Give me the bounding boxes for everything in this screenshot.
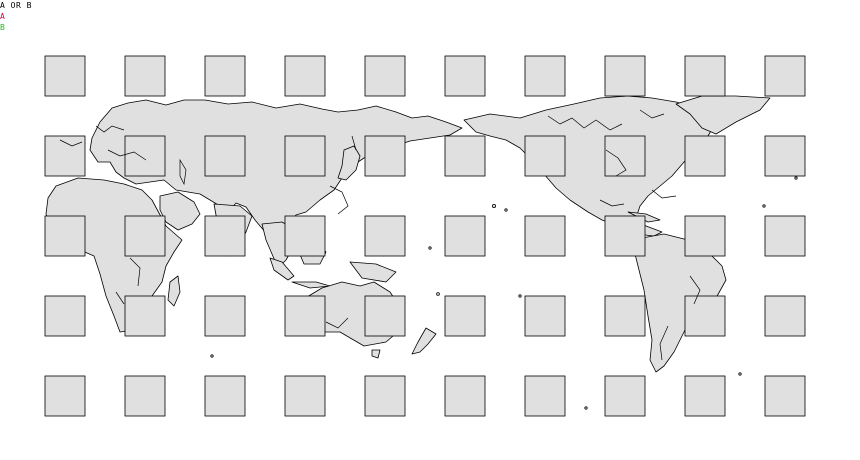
grid-square — [204, 135, 246, 177]
grid-square — [524, 55, 566, 97]
land-island — [436, 292, 440, 296]
grid-square — [284, 135, 326, 177]
grid-square — [284, 215, 326, 257]
legend-a-label: A — [0, 12, 6, 21]
grid-square — [364, 295, 406, 337]
grid-square — [764, 215, 806, 257]
land-tasmania — [371, 349, 381, 359]
coastline-china — [329, 135, 357, 215]
grid-square — [444, 55, 486, 97]
grid-square — [124, 215, 166, 257]
grid-square — [524, 295, 566, 337]
land-madagascar — [167, 275, 181, 307]
grid-square — [684, 375, 726, 417]
coastline-australia — [325, 317, 349, 329]
grid-square — [604, 295, 646, 337]
land-island — [518, 294, 522, 298]
grid-square — [764, 375, 806, 417]
grid-square — [44, 55, 86, 97]
grid-square — [44, 295, 86, 337]
legend-union-label: A OR B — [0, 1, 32, 10]
legend-b-label: B — [0, 23, 6, 32]
coastline-detail — [59, 109, 701, 361]
land-hawaii — [491, 203, 496, 208]
grid-square — [124, 135, 166, 177]
grid-square — [204, 375, 246, 417]
grid-square — [204, 215, 246, 257]
coastline-caspian — [179, 158, 187, 186]
grid-square — [604, 135, 646, 177]
land-island — [738, 372, 742, 376]
grid-square — [524, 135, 566, 177]
land-island — [504, 208, 508, 212]
grid-square — [684, 135, 726, 177]
land-island — [794, 176, 798, 180]
grid-square — [364, 375, 406, 417]
grid-square — [44, 375, 86, 417]
grid-square — [124, 295, 166, 337]
grid-square — [684, 215, 726, 257]
land-island — [584, 406, 588, 410]
coastline-usa — [599, 189, 677, 207]
grid-square — [444, 295, 486, 337]
grid-square — [204, 295, 246, 337]
grid-square — [44, 215, 86, 257]
grid-square — [204, 55, 246, 97]
land-north-america — [463, 95, 717, 237]
grid-layer — [44, 55, 806, 417]
grid-square — [764, 295, 806, 337]
grid-square — [364, 55, 406, 97]
grid-square — [284, 295, 326, 337]
coastline-africa — [115, 257, 141, 305]
grid-square — [444, 215, 486, 257]
land-island — [428, 246, 432, 250]
grid-square — [684, 55, 726, 97]
grid-square — [124, 375, 166, 417]
land-island — [210, 354, 214, 358]
grid-square — [284, 55, 326, 97]
grid-square — [604, 55, 646, 97]
grid-square — [444, 375, 486, 417]
grid-square — [284, 375, 326, 417]
land-island — [762, 204, 766, 208]
grid-square — [364, 215, 406, 257]
grid-square — [604, 375, 646, 417]
grid-square — [604, 215, 646, 257]
grid-square — [364, 135, 406, 177]
grid-square — [124, 55, 166, 97]
grid-square — [684, 295, 726, 337]
land-new-zealand — [411, 327, 437, 355]
land-new-guinea — [349, 261, 397, 283]
grid-square — [764, 135, 806, 177]
grid-square — [444, 135, 486, 177]
grid-square — [44, 135, 86, 177]
legend: A OR B A B — [0, 0, 32, 33]
coastline-europe — [59, 125, 147, 161]
coastline-canada — [547, 109, 665, 177]
land-sumatra — [269, 257, 295, 281]
grid-square — [764, 55, 806, 97]
coastline-south-america — [659, 275, 701, 361]
land-arabia — [159, 191, 201, 231]
grid-square — [524, 215, 566, 257]
grid-square — [524, 375, 566, 417]
